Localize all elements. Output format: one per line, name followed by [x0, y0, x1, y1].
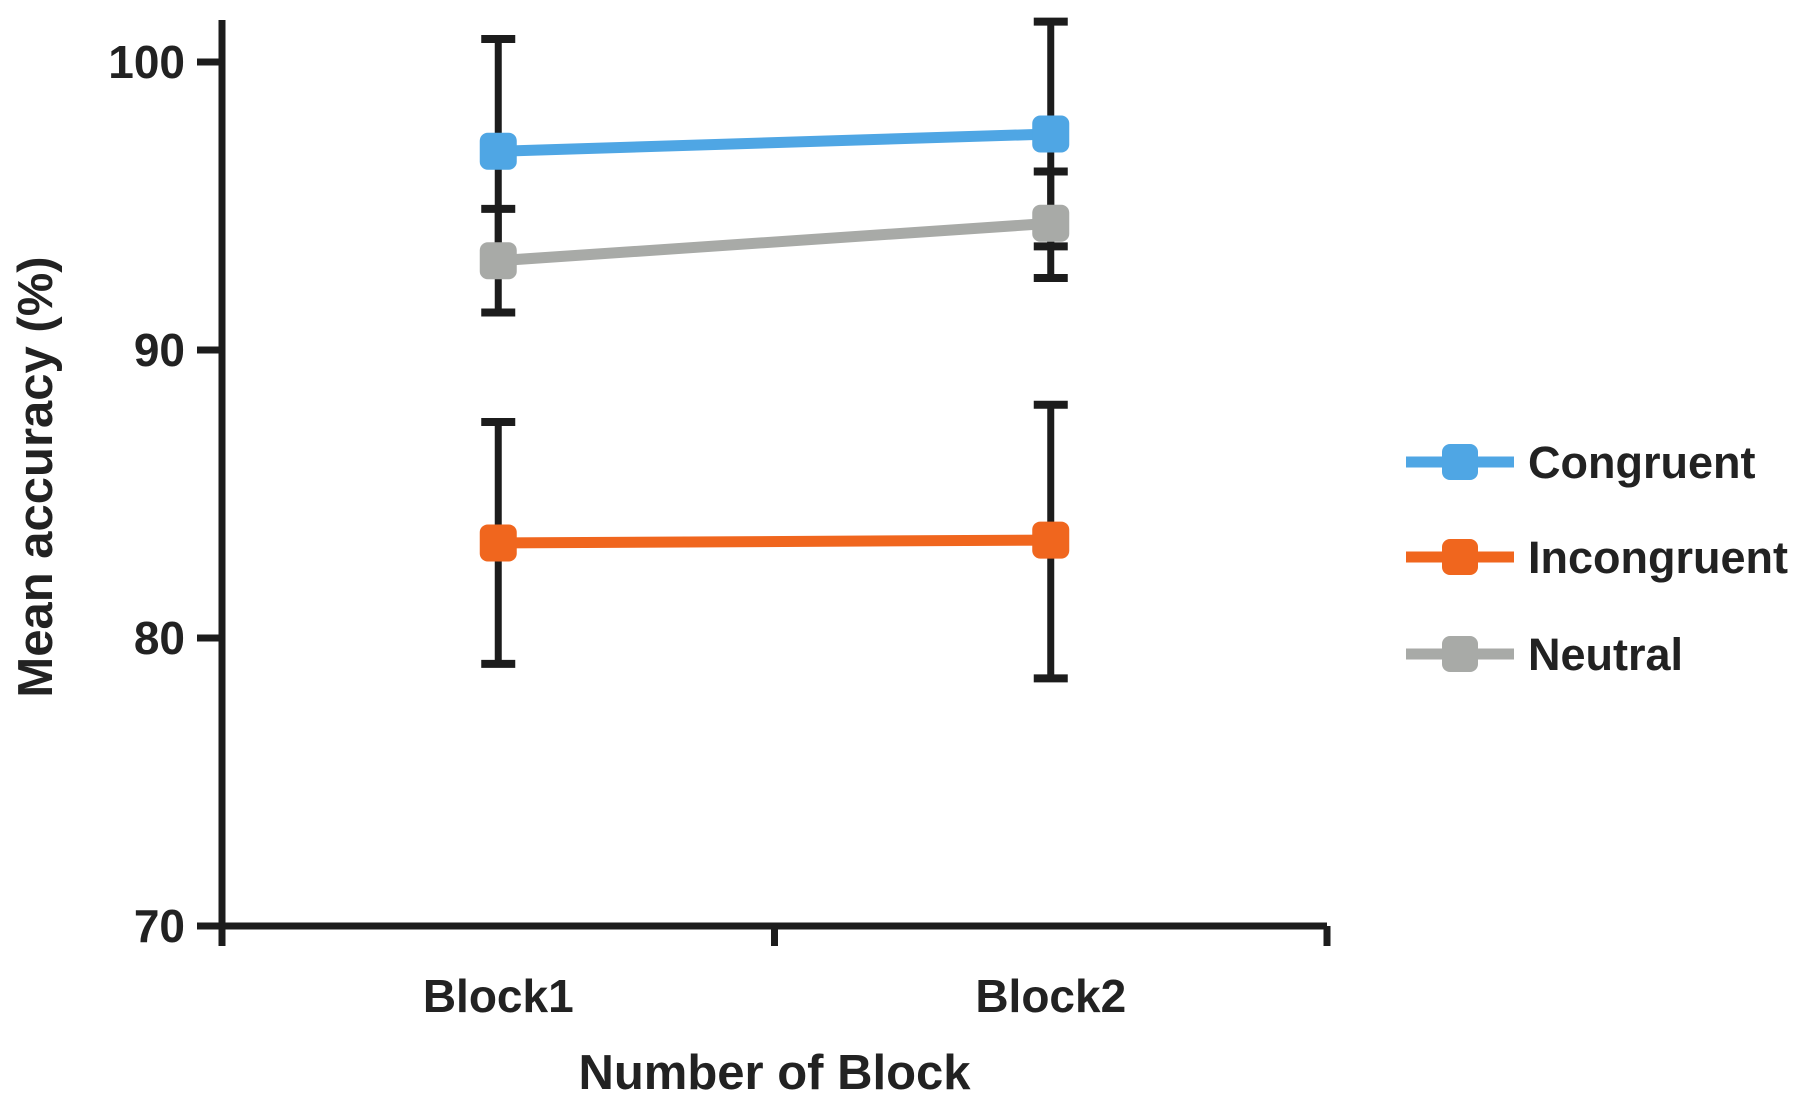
- series-marker-neutral: [479, 242, 517, 280]
- legend-key-marker: [1442, 444, 1478, 480]
- x-axis-title: Number of Block: [578, 1046, 971, 1100]
- series-marker-congruent: [1032, 115, 1070, 153]
- y-axis-title: Mean accuracy (%): [9, 256, 63, 697]
- series-line-neutral: [497, 217, 1052, 267]
- series-marker-neutral: [1032, 204, 1070, 242]
- y-tick-label: 100: [108, 36, 185, 88]
- series-marker-incongruent: [1032, 521, 1070, 559]
- legend-key-marker: [1442, 636, 1478, 672]
- legend-label: Incongruent: [1528, 532, 1788, 583]
- x-category-label: Block2: [975, 970, 1126, 1022]
- series-marker-congruent: [479, 132, 517, 170]
- legend-key-marker: [1442, 539, 1478, 575]
- series-line-incongruent: [498, 534, 1051, 549]
- y-tick-label: 90: [134, 324, 185, 376]
- legend-label: Neutral: [1528, 629, 1683, 680]
- series-marker-incongruent: [479, 524, 517, 562]
- x-category-label: Block1: [423, 970, 574, 1022]
- series-line-congruent: [498, 128, 1051, 157]
- legend-label: Congruent: [1528, 437, 1755, 488]
- y-tick-label: 70: [134, 900, 185, 952]
- y-tick-label: 80: [134, 612, 185, 664]
